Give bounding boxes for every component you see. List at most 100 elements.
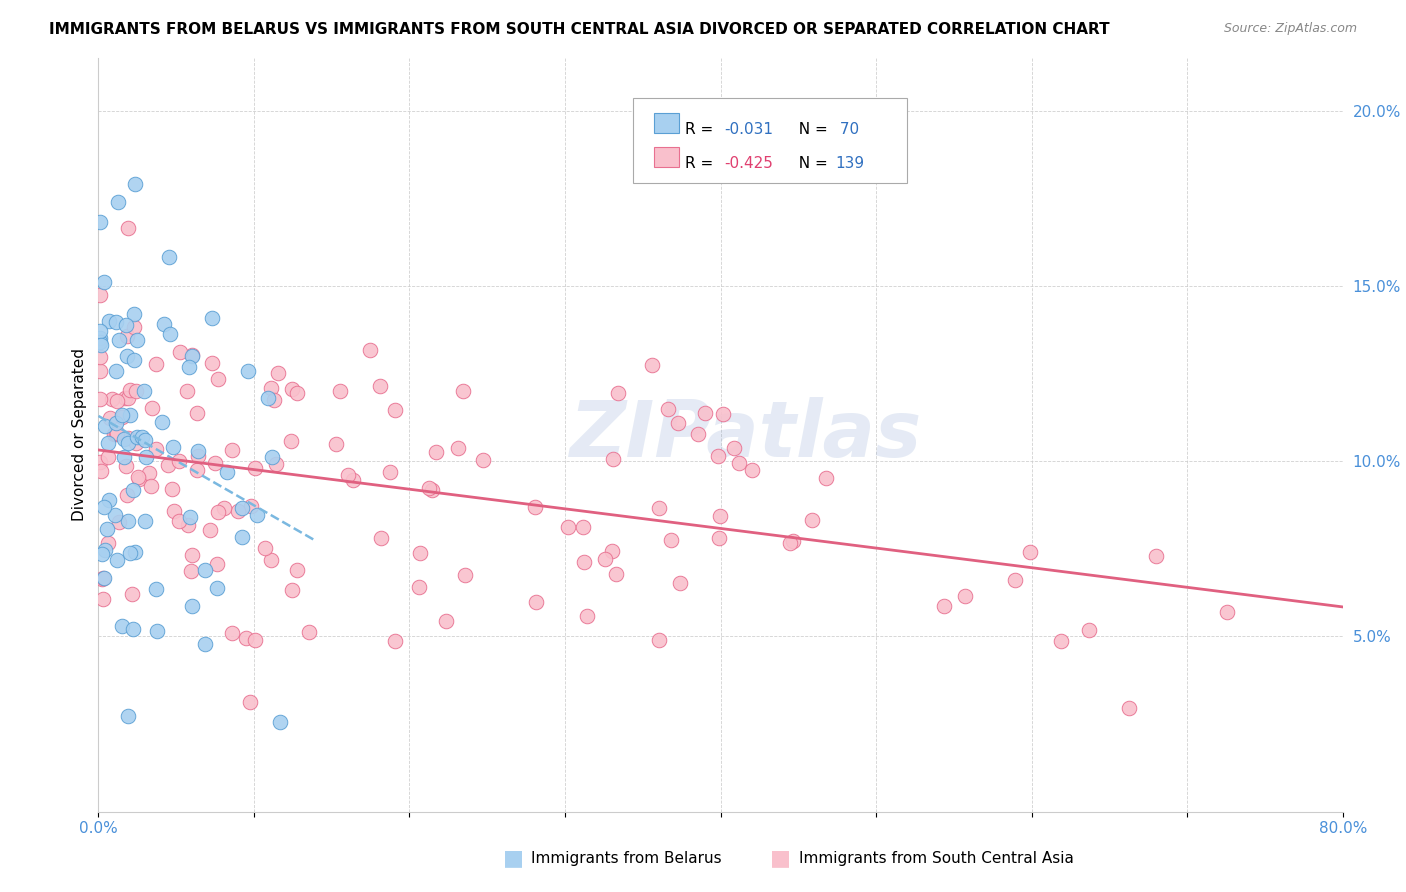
Point — [214, 500, 236, 515]
Point — [198, 524, 221, 538]
Point — [134, 514, 156, 528]
Text: N =: N = — [789, 122, 832, 137]
Point — [524, 500, 547, 515]
Point — [266, 366, 288, 380]
Point — [953, 589, 976, 603]
Point — [117, 488, 139, 502]
Point — [1078, 623, 1101, 637]
Point — [105, 553, 128, 567]
Point — [115, 349, 138, 363]
Point — [194, 637, 217, 651]
Text: R =: R = — [685, 156, 718, 171]
Point — [124, 307, 146, 321]
Point — [648, 632, 671, 647]
Point — [97, 450, 120, 464]
Point — [281, 582, 304, 597]
Point — [89, 215, 111, 229]
Point — [231, 501, 253, 516]
Point — [89, 351, 111, 365]
Point — [285, 385, 308, 400]
Point — [180, 565, 202, 579]
Point — [139, 479, 162, 493]
Point — [207, 372, 229, 386]
Point — [105, 393, 128, 408]
Point — [205, 581, 228, 595]
Point — [800, 513, 823, 527]
Point — [117, 709, 139, 723]
Point — [94, 542, 117, 557]
Point — [114, 458, 136, 473]
Point — [420, 483, 443, 497]
Point — [454, 567, 477, 582]
Point — [329, 384, 352, 399]
Point — [593, 552, 616, 566]
Point — [177, 517, 200, 532]
Point — [226, 504, 249, 518]
Point — [602, 451, 624, 466]
Point — [179, 359, 201, 374]
Point — [187, 449, 209, 463]
Text: 139: 139 — [835, 156, 865, 171]
Text: Immigrants from Belarus: Immigrants from Belarus — [531, 851, 723, 865]
Point — [91, 571, 114, 585]
Point — [380, 465, 402, 479]
Point — [111, 619, 134, 633]
Point — [98, 411, 121, 425]
Point — [181, 599, 204, 613]
Point — [384, 634, 406, 648]
Point — [156, 458, 179, 472]
Point — [231, 530, 253, 544]
Point — [122, 320, 145, 334]
Point — [236, 364, 259, 378]
Point — [179, 509, 201, 524]
Point — [260, 553, 283, 567]
Point — [105, 315, 128, 329]
Point — [574, 555, 596, 569]
Point — [127, 333, 149, 347]
Point — [122, 353, 145, 368]
Point — [162, 440, 184, 454]
Point — [659, 533, 682, 547]
Point — [97, 536, 120, 550]
Point — [89, 288, 111, 302]
Point — [117, 391, 139, 405]
Point — [104, 416, 127, 430]
Point — [131, 430, 153, 444]
Point — [215, 466, 238, 480]
Point — [221, 443, 243, 458]
Point — [260, 381, 283, 395]
Point — [181, 348, 204, 362]
Point — [115, 318, 138, 332]
Point — [105, 425, 128, 440]
Point — [117, 436, 139, 450]
Point — [118, 409, 141, 423]
Text: R =: R = — [685, 122, 718, 137]
Point — [257, 391, 280, 405]
Text: Immigrants from South Central Asia: Immigrants from South Central Asia — [799, 851, 1074, 865]
Point — [342, 473, 364, 487]
Text: 70: 70 — [835, 122, 859, 137]
Point — [434, 615, 457, 629]
Point — [1118, 700, 1140, 714]
Point — [132, 384, 155, 399]
Point — [176, 384, 198, 398]
Text: -0.425: -0.425 — [724, 156, 773, 171]
Point — [108, 333, 131, 347]
Point — [145, 442, 167, 457]
Point — [204, 456, 226, 470]
Point — [117, 220, 139, 235]
Point — [121, 587, 143, 601]
Point — [418, 481, 440, 495]
Point — [1049, 634, 1071, 648]
Point — [105, 364, 128, 378]
Point — [207, 505, 229, 519]
Point — [370, 531, 392, 545]
Point — [128, 472, 150, 486]
Point — [606, 386, 628, 401]
Point — [118, 546, 141, 560]
Point — [709, 508, 731, 523]
Text: IMMIGRANTS FROM BELARUS VS IMMIGRANTS FROM SOUTH CENTRAL ASIA DIVORCED OR SEPARA: IMMIGRANTS FROM BELARUS VS IMMIGRANTS FR… — [49, 22, 1109, 37]
Point — [298, 625, 321, 640]
Point — [145, 582, 167, 597]
Text: ■: ■ — [770, 848, 790, 868]
